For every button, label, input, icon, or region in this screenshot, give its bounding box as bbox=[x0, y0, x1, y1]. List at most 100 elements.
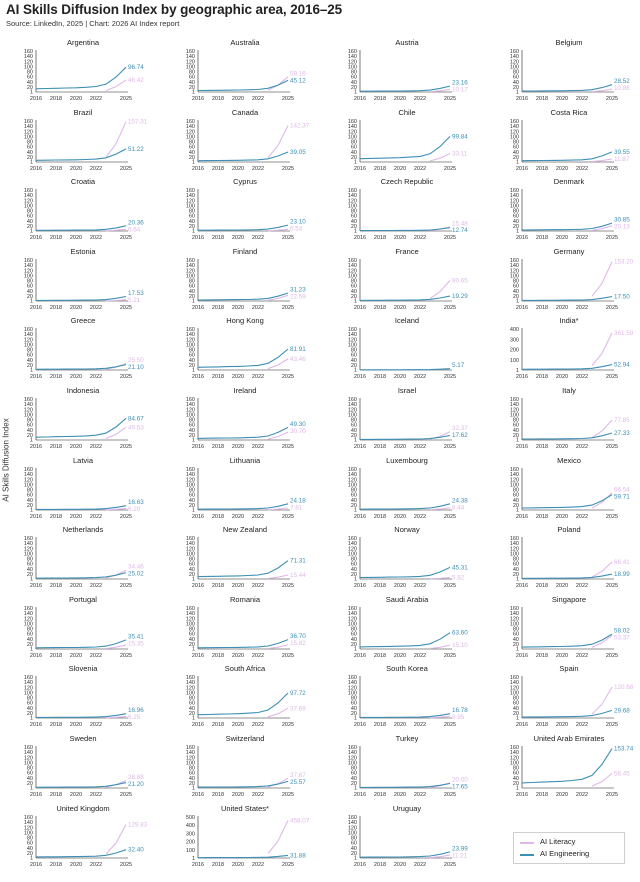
y-tick-label: 160 bbox=[510, 49, 519, 55]
x-tick-label: 2020 bbox=[70, 444, 82, 450]
y-tick-label: 20 bbox=[513, 433, 519, 439]
y-tick-label: 80 bbox=[27, 557, 33, 563]
ai-literacy-line bbox=[267, 819, 289, 854]
y-tick-label: 40 bbox=[351, 149, 357, 155]
panel-title: Germany bbox=[554, 247, 585, 256]
panel-title: India* bbox=[559, 316, 578, 325]
x-tick-label: 2016 bbox=[192, 583, 204, 589]
y-tick-label: 100 bbox=[186, 482, 195, 488]
panel-title: Indonesia bbox=[67, 386, 100, 395]
x-tick-label: 2022 bbox=[90, 792, 102, 798]
ai-engineering-value-label: 30.85 bbox=[614, 217, 630, 224]
y-tick-label: 100 bbox=[510, 273, 519, 279]
ai-engineering-line bbox=[197, 560, 289, 578]
ai-literacy-line bbox=[267, 431, 289, 440]
x-tick-label: 2020 bbox=[70, 96, 82, 102]
y-tick-label: 60 bbox=[189, 75, 195, 81]
x-tick-label: 2025 bbox=[120, 792, 132, 798]
ai-engineering-value-label: 16.96 bbox=[128, 708, 144, 715]
panel-title: Luxembourg bbox=[386, 456, 428, 465]
x-tick-label: 2025 bbox=[120, 653, 132, 659]
ai-engineering-line bbox=[197, 638, 289, 649]
y-tick-label: 120 bbox=[186, 198, 195, 204]
y-tick-label: 100 bbox=[348, 830, 357, 836]
x-tick-label: 2020 bbox=[394, 722, 406, 728]
y-tick-label: 100 bbox=[186, 204, 195, 210]
country-panel: Indonesia 1 20 40 60 80 100 120 140 160 2016 2018 20… bbox=[6, 384, 144, 454]
x-tick-label: 2018 bbox=[50, 305, 62, 311]
ai-engineering-line bbox=[359, 567, 451, 579]
y-tick-label: 80 bbox=[351, 209, 357, 215]
x-tick-label: 2025 bbox=[120, 444, 132, 450]
y-tick-label: 100 bbox=[510, 691, 519, 697]
country-panel: United Kingdom 1 20 40 60 80 100 120 140 160 2016 2… bbox=[6, 802, 148, 872]
ai-engineering-value-label: 17.62 bbox=[452, 432, 468, 439]
x-tick-label: 2020 bbox=[70, 305, 82, 311]
y-tick-label: 20 bbox=[189, 781, 195, 787]
y-tick-label: 140 bbox=[24, 681, 33, 687]
x-tick-label: 2025 bbox=[282, 583, 294, 589]
y-tick-label: 100 bbox=[510, 621, 519, 627]
x-tick-label: 2018 bbox=[536, 96, 548, 102]
x-tick-label: 2020 bbox=[232, 514, 244, 520]
y-tick-label: 60 bbox=[27, 214, 33, 220]
y-tick-label: 60 bbox=[513, 562, 519, 568]
y-tick-label: 140 bbox=[510, 54, 519, 60]
y-tick-label: 140 bbox=[348, 681, 357, 687]
y-tick-label: 1 bbox=[192, 438, 195, 444]
y-tick-label: 160 bbox=[186, 467, 195, 473]
y-tick-label: 80 bbox=[351, 835, 357, 841]
ai-literacy-value-label: 8.44 bbox=[452, 504, 465, 511]
ai-engineering-value-label: 16.78 bbox=[452, 708, 468, 715]
y-tick-label: 20 bbox=[351, 294, 357, 300]
y-tick-label: 160 bbox=[24, 745, 33, 751]
panel-title: Slovenia bbox=[69, 664, 99, 673]
y-tick-label: 1 bbox=[516, 299, 519, 305]
x-tick-label: 2020 bbox=[394, 653, 406, 659]
y-tick-label: 120 bbox=[24, 59, 33, 65]
x-tick-label: 2022 bbox=[576, 444, 588, 450]
y-tick-label: 40 bbox=[513, 567, 519, 573]
country-panel: Saudi Arabia 1 20 40 60 80 100 120 140 160 2016 201… bbox=[330, 593, 468, 663]
y-tick-label: 140 bbox=[348, 820, 357, 826]
x-tick-label: 2022 bbox=[414, 862, 426, 868]
ai-literacy-value-label: 37.67 bbox=[290, 772, 306, 779]
ai-engineering-line bbox=[36, 504, 127, 510]
x-tick-label: 2016 bbox=[192, 653, 204, 659]
y-tick-label: 140 bbox=[348, 611, 357, 617]
x-tick-label: 2016 bbox=[354, 722, 366, 728]
x-tick-label: 2016 bbox=[516, 235, 528, 241]
x-tick-label: 2020 bbox=[394, 862, 406, 868]
y-tick-label: 80 bbox=[351, 348, 357, 354]
x-tick-label: 2022 bbox=[252, 235, 264, 241]
y-tick-label: 60 bbox=[513, 771, 519, 777]
x-tick-label: 2022 bbox=[414, 374, 426, 380]
y-tick-label: 120 bbox=[510, 268, 519, 274]
y-tick-label: 140 bbox=[24, 472, 33, 478]
y-tick-label: 20 bbox=[513, 711, 519, 717]
ai-literacy-line bbox=[105, 507, 127, 510]
y-tick-label: 60 bbox=[27, 283, 33, 289]
ai-engineering-value-label: 36.70 bbox=[290, 633, 306, 640]
x-tick-label: 2018 bbox=[212, 374, 224, 380]
country-panel: Switzerland 1 20 40 60 80 100 120 140 160 2016 2018… bbox=[168, 732, 306, 802]
y-tick-label: 160 bbox=[24, 49, 33, 55]
ai-engineering-value-label: 45.12 bbox=[290, 77, 306, 84]
y-tick-label: 40 bbox=[27, 428, 33, 434]
ai-engineering-line bbox=[35, 848, 127, 858]
y-tick-label: 60 bbox=[513, 701, 519, 707]
y-tick-label: 100 bbox=[348, 134, 357, 140]
country-panel: Spain 1 20 40 60 80 100 120 140 160 2016 2018 2020 20… bbox=[492, 662, 634, 732]
y-tick-label: 20 bbox=[27, 294, 33, 300]
ai-engineering-line bbox=[360, 713, 451, 719]
y-tick-label: 1 bbox=[516, 577, 519, 583]
x-tick-label: 2025 bbox=[120, 235, 132, 241]
ai-engineering-value-label: 12.74 bbox=[452, 227, 468, 234]
ai-engineering-value-label: 31.88 bbox=[290, 852, 306, 859]
y-tick-label: 100 bbox=[24, 134, 33, 140]
